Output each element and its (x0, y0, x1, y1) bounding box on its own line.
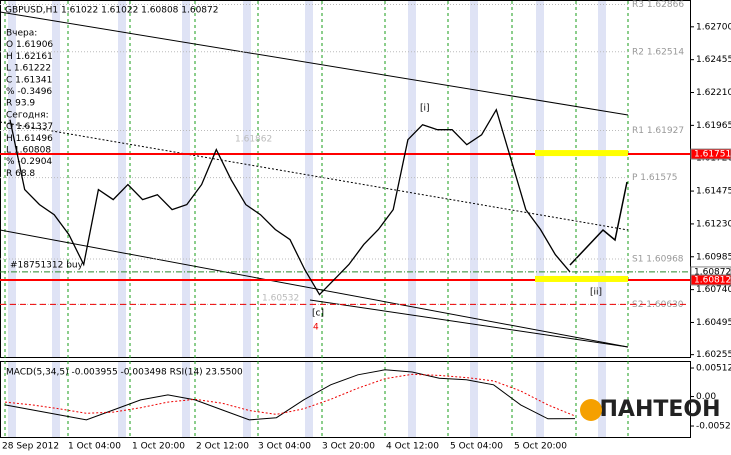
session-bands (8, 1, 606, 437)
pivot-label: P 1.61575 (632, 173, 678, 183)
session-band (536, 362, 544, 437)
session-band (598, 1, 606, 357)
channel-line (0, 11, 629, 116)
x-tick-label: 2 Oct 12:00 (196, 442, 249, 452)
level-tag (690, 274, 731, 286)
x-tick-label: 5 Oct 04:00 (450, 442, 503, 452)
session-band (408, 362, 416, 437)
info-line: R 93.9 (6, 99, 35, 109)
annotation: [c] (312, 309, 324, 319)
pivot-label: R1 1.61927 (632, 126, 684, 136)
session-band (408, 1, 416, 357)
macd-line (4, 369, 576, 421)
info-line: % -0.2904 (6, 157, 52, 167)
x-tick-label: 3 Oct 04:00 (258, 442, 311, 452)
level-highlight (535, 150, 628, 157)
level-highlight (535, 275, 628, 282)
level-tag-label: 1.61751 (694, 150, 731, 160)
y-tick-label: 1.62210 (696, 88, 731, 98)
x-tick-label: 1 Oct 04:00 (68, 442, 121, 452)
y-tick-label: 1.62455 (696, 55, 731, 65)
session-band (536, 1, 544, 357)
session-band (470, 362, 478, 437)
y-tick-label: 1.60255 (696, 350, 731, 360)
macd-tick-label: 0.00 (696, 392, 716, 402)
y-tick-label: 1.60740 (696, 285, 731, 295)
macd-tick-label: -0.00529 (696, 422, 731, 432)
info-line: L 1.60808 (6, 146, 51, 156)
macd-title: MACD(5,34,5) -0.003955 -0.003498 RSI(14)… (6, 368, 243, 378)
y-tick-label: 1.61475 (696, 187, 731, 197)
annotation: 4 (313, 323, 319, 333)
pivot-label: S1 1.60968 (632, 255, 684, 265)
session-band (243, 1, 251, 357)
info-line: H 1.61496 (6, 134, 53, 144)
session-band (118, 362, 126, 437)
info-line: % -0.3496 (6, 87, 52, 97)
annotation: [ii] (590, 288, 602, 298)
pivot-label: R2 1.62514 (632, 47, 684, 57)
symbol-title: GBPUSD,H1 1.61022 1.61022 1.60808 1.6087… (5, 6, 218, 16)
channel-line (309, 299, 629, 348)
info-line: C 1.61341 (6, 75, 52, 85)
signal-line (4, 373, 576, 417)
pivot-label: S2 1.60630 (632, 300, 684, 310)
forecast-path (569, 181, 628, 266)
session-band (598, 362, 606, 437)
session-band (8, 362, 16, 437)
level-tag (690, 148, 731, 160)
info-line: Сегодня: (6, 110, 49, 120)
x-tick-label: 4 Oct 12:00 (386, 442, 439, 452)
x-tick-label: 3 Oct 20:00 (322, 442, 375, 452)
info-line: O 1.61906 (6, 40, 53, 50)
y-tick-label: 1.61965 (696, 121, 731, 131)
session-band (305, 1, 313, 357)
session-band (52, 362, 60, 437)
price-line (9, 108, 571, 296)
session-band (470, 1, 478, 357)
info-line: O 1.61337 (6, 122, 53, 132)
logo-icon (580, 399, 602, 421)
x-tick-label: 1 Oct 20:00 (132, 442, 185, 452)
order-label: #18751312 buy (10, 261, 84, 271)
info-line: H 1.62161 (6, 52, 53, 62)
x-tick-label: 28 Sep 2012 (2, 442, 59, 452)
macd-tick-label: 0.00512 (696, 364, 731, 374)
x-tick-label: 5 Oct 20:00 (514, 442, 567, 452)
macd-frame (0, 361, 691, 438)
session-band (118, 1, 126, 357)
session-band (52, 1, 60, 357)
annotation: 1.60532 (262, 294, 299, 304)
y-tick-label: 1.61230 (696, 219, 731, 229)
session-band (8, 1, 16, 357)
info-line: R 68.8 (6, 169, 35, 179)
channel-line (0, 229, 629, 348)
session-band (182, 1, 190, 357)
logo: ПАНТЕОН (600, 397, 721, 422)
session-band (182, 362, 190, 437)
session-band (305, 362, 313, 437)
y-tick-label: 1.60985 (696, 252, 731, 262)
level-tag-label: 1.60812 (694, 275, 731, 285)
info-line: Вчера: (6, 29, 37, 39)
level-tag-label: 1.60872 (694, 267, 731, 277)
info-line: L 1.61222 (6, 64, 51, 74)
y-tick-label: 1.62700 (696, 22, 731, 32)
annotation: [i] (420, 104, 430, 114)
annotation: 1.61862 (235, 135, 272, 145)
y-tick-label: 1.60495 (696, 318, 731, 328)
pivot-label: R3 1.62866 (632, 0, 684, 10)
session-band (243, 362, 251, 437)
grid (4, 1, 629, 437)
main-frame (0, 0, 691, 358)
